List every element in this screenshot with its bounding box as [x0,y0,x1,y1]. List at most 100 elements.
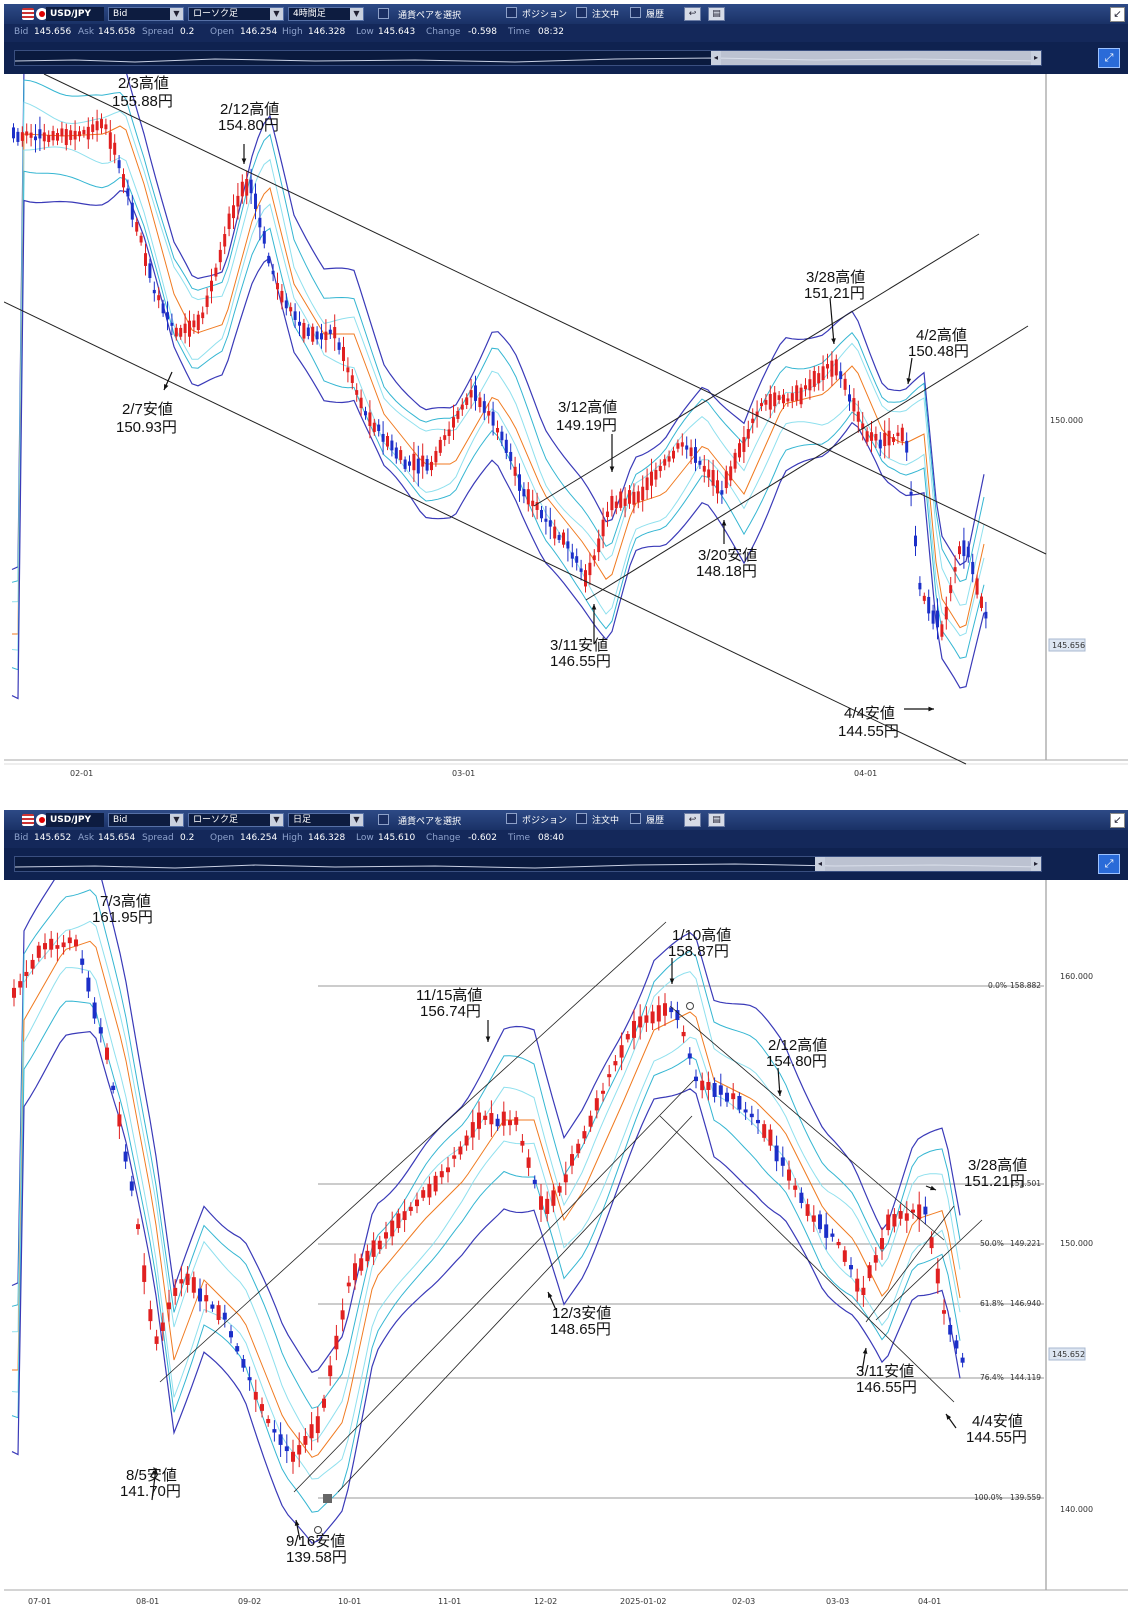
candle-body [117,1114,122,1127]
annotations: 2/3高値 155.88円 2/12高値 154.80円 2/7安値 150.9… [112,75,969,740]
time-label: Time [508,833,531,843]
history-checkbox[interactable] [630,7,641,18]
candle-body [482,401,486,413]
candle-body [584,570,587,587]
anchor-handle[interactable] [686,1002,694,1010]
candle-body [830,1233,835,1237]
position-checkbox[interactable] [506,813,517,824]
candle-body [117,160,121,169]
price-type-select[interactable]: Bid ▼ [108,7,184,21]
candle-body [267,255,271,264]
candle-body [731,1093,736,1100]
candle-body [935,1268,940,1284]
select-pair-label: 通貨ペアを選択 [398,817,462,827]
settings-panel-icon[interactable]: ▤ [708,7,725,21]
select-pair-checkbox[interactable] [378,8,389,19]
candle-body [848,394,851,402]
navigator-scroller[interactable]: ◂ ▸ [14,50,1042,66]
collapse-icon[interactable]: ↙ [1110,7,1125,22]
position-checkbox[interactable] [506,7,517,18]
fib-labels: 0.0% 158.882 151.501 50.0% 149.221 61.8%… [974,981,1041,1502]
candle-body [425,458,429,471]
candle-body [849,1265,853,1270]
annotation-label: 4/4安値 [844,705,895,722]
candle-body [927,596,931,614]
orders-checkbox[interactable] [576,813,587,824]
anchor-handle[interactable] [323,1494,332,1503]
annotation-price: 161.95円 [92,909,153,926]
draw-tool-icon[interactable]: ↩ [684,813,701,827]
candle-body [843,378,847,390]
candle-body [298,321,301,326]
candle-body [756,1119,760,1124]
candle-body [931,610,935,624]
settings-panel-icon[interactable]: ▤ [708,813,725,827]
candle-body [619,1045,624,1058]
history-checkbox[interactable] [630,813,641,824]
chevron-right-icon[interactable]: ▸ [1031,857,1041,871]
chart-area-4h[interactable]: 150.000 145.656 02-01 03-01 04-01 2/3高値 … [4,74,1128,788]
chart-type-select[interactable]: ローソク足 ▼ [188,813,284,827]
currency-pair-label[interactable]: USD/JPY [46,7,104,21]
annotation-label: 12/3安値 [552,1305,611,1322]
candle-body [936,610,939,628]
candle-body [597,538,601,553]
chart-plot-4h: 150.000 145.656 02-01 03-01 04-01 2/3高値 … [4,74,1128,788]
orders-checkbox[interactable] [576,7,587,18]
candle-body [539,1196,543,1210]
high-value: 146.328 [308,833,346,843]
candle-body [229,1331,233,1338]
chevron-left-icon[interactable]: ◂ [815,857,825,871]
candle-body [247,1377,252,1381]
indicator-line [11,880,961,1374]
candle-body [204,1295,209,1302]
candle-body [36,945,41,958]
candle-body [548,520,552,527]
chart-area-daily[interactable]: 160.000 150.000 140.000 145.652 07-01 08… [4,880,1128,1614]
chart-type-select[interactable]: ローソク足 ▼ [188,7,284,21]
chevron-right-icon[interactable]: ▸ [1031,51,1041,65]
arrowhead-icon [609,466,615,472]
candle-body [601,1090,605,1094]
expand-icon[interactable]: ⤢ [1098,854,1120,874]
candle-body [402,1211,407,1221]
candle-body [675,1010,680,1021]
candle-body [718,1085,723,1095]
candle-body [865,431,869,442]
currency-pair-label[interactable]: USD/JPY [46,813,104,827]
collapse-icon[interactable]: ↙ [1110,813,1125,828]
candle-body [852,398,856,412]
navigator-window[interactable] [815,857,1041,871]
candle-body [856,411,860,422]
expand-icon[interactable]: ⤢ [1098,48,1120,68]
time-label: Time [508,27,531,37]
candle-body [322,1398,326,1408]
anchor-handle[interactable] [314,1526,322,1534]
candle-body [929,1237,934,1249]
timeframe-select[interactable]: 日足 ▼ [288,813,364,827]
select-pair-checkbox[interactable] [378,814,389,825]
draw-tool-icon[interactable]: ↩ [684,7,701,21]
candle-body [570,1154,574,1166]
price-type-select[interactable]: Bid ▼ [108,813,184,827]
candle-body [364,411,367,416]
timeframe-value: 日足 [293,815,312,825]
candle-body [918,582,922,590]
fib-anchor-handles[interactable] [314,1002,694,1534]
x-tick-label: 11-01 [438,1597,461,1606]
chevron-down-icon: ▼ [170,8,183,20]
candle-body [355,390,359,395]
annotation-price: 148.18円 [696,563,757,580]
candle-body [619,491,623,508]
navigator-window[interactable] [711,51,1041,65]
candle-body [680,442,684,447]
chevron-left-icon[interactable]: ◂ [711,51,721,65]
annotation-label: 2/3高値 [118,75,169,92]
change-label: Change [426,27,461,37]
candle-body [954,1340,959,1349]
timeframe-select[interactable]: 4時間足 ▼ [288,7,364,21]
candle-body [249,179,253,194]
candle-body [359,397,363,409]
candle-body [975,578,979,595]
navigator-scroller[interactable]: ◂ ▸ [14,856,1042,872]
